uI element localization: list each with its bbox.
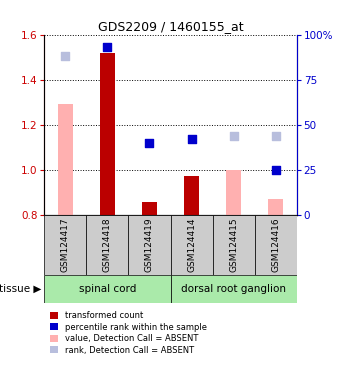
Bar (44, 275, 170, 303)
Text: GSM124417: GSM124417 (61, 217, 70, 272)
Legend: transformed count, percentile rank within the sample, value, Detection Call = AB: transformed count, percentile rank withi… (48, 310, 209, 356)
Bar (100, 53, 115, 215)
Bar (44, 215, 86, 275)
Point (63, 53, 68, 59)
Text: GSM124414: GSM124414 (187, 218, 196, 272)
Bar (129, 215, 170, 275)
Point (273, 132, 278, 139)
Bar (170, 275, 297, 303)
Text: GSM124418: GSM124418 (103, 217, 112, 272)
Text: GSM124419: GSM124419 (145, 217, 154, 272)
Text: dorsal root ganglion: dorsal root ganglion (181, 284, 286, 294)
Point (105, 44, 110, 50)
Text: GSM124415: GSM124415 (229, 217, 238, 272)
Point (147, 140, 152, 146)
Bar (184, 175, 199, 215)
Bar (226, 170, 241, 215)
Bar (212, 215, 255, 275)
Text: GSM124416: GSM124416 (271, 217, 280, 272)
Bar (268, 199, 283, 215)
Point (189, 136, 194, 142)
Bar (170, 215, 212, 275)
Bar (255, 215, 297, 275)
Bar (86, 215, 129, 275)
Point (231, 132, 236, 139)
Point (273, 167, 278, 173)
Bar (58, 104, 73, 215)
Text: tissue ▶: tissue ▶ (0, 284, 41, 294)
Text: spinal cord: spinal cord (79, 284, 136, 294)
Title: GDS2209 / 1460155_at: GDS2209 / 1460155_at (98, 20, 243, 33)
Bar (142, 202, 157, 215)
